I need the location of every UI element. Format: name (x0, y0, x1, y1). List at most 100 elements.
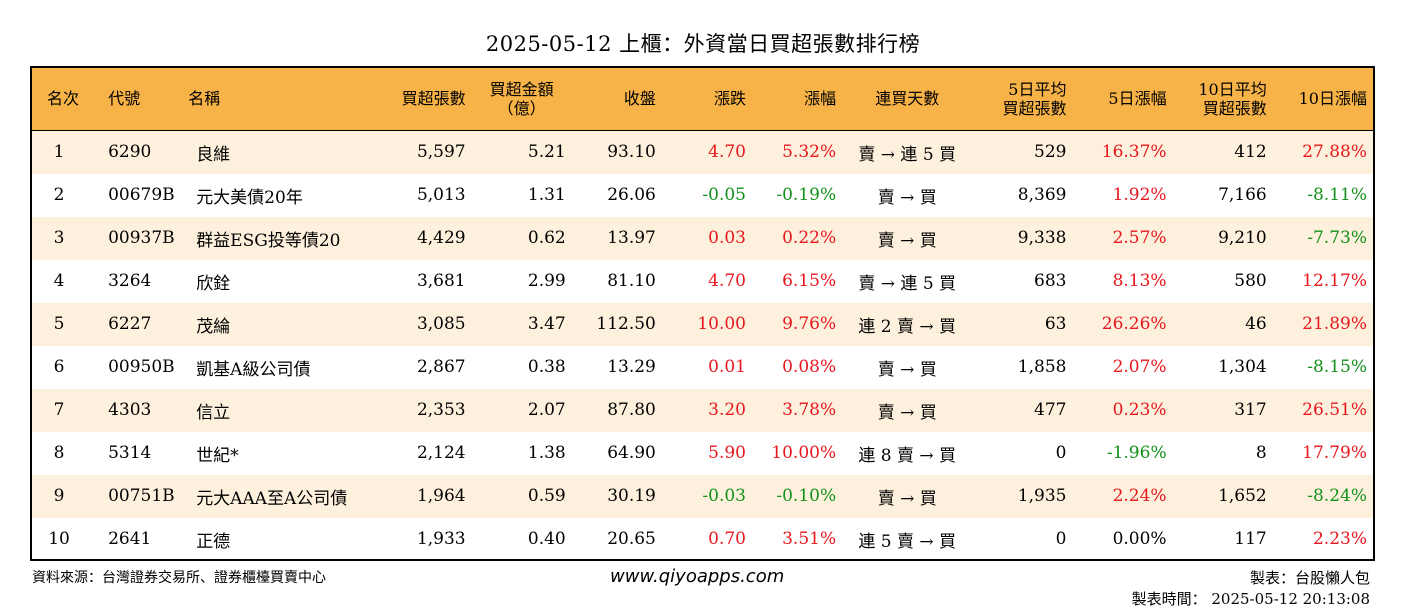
net-buy-cell: 2,353 (416, 400, 466, 420)
pct10-cell: 27.88% (1302, 142, 1367, 162)
amount-cell: 1.31 (527, 185, 566, 205)
pct-cell: 5.32% (782, 142, 837, 162)
pct5-cell: 16.37% (1101, 142, 1167, 162)
close-cell: 13.29 (607, 357, 656, 377)
header-change: 漲跌 (661, 68, 752, 131)
avg10-cell: 412 (1234, 142, 1267, 162)
website-link[interactable]: www.qiyoapps.com (610, 566, 785, 587)
close-cell: 20.65 (607, 529, 656, 549)
close-cell: 13.97 (607, 228, 656, 248)
table-row: 8 5314 世紀* 2,124 1.38 64.90 5.90 10.00% 連 8 賣 → … (32, 431, 1373, 475)
close-cell: 112.50 (596, 314, 656, 334)
pct5-cell: -1.96% (1106, 443, 1167, 463)
avg5-cell: 683 (1034, 271, 1067, 291)
code-cell: 6290 (108, 142, 152, 162)
name-cell: 正德 (196, 531, 231, 552)
avg5-cell: 477 (1034, 400, 1067, 420)
avg10-cell: 117 (1234, 529, 1267, 549)
pct10-cell: -8.15% (1307, 357, 1367, 377)
change-cell: 0.01 (708, 357, 746, 377)
made-time: 製表時間： 2025-05-12 20:13:08 (1131, 590, 1370, 608)
rank-cell: 1 (53, 142, 65, 162)
code-cell: 00751B (108, 486, 175, 506)
header-amount: 買超金額 （億） (471, 68, 572, 131)
amount-cell: 2.99 (527, 271, 566, 291)
rank-cell: 3 (53, 228, 65, 248)
streak-cell: 賣 → 買 (877, 402, 937, 423)
net-buy-cell: 1,964 (416, 486, 466, 506)
amount-cell: 1.38 (527, 443, 566, 463)
data-source: 資料來源：台灣證券交易所、證券櫃檯買賣中心 (32, 570, 326, 586)
net-buy-cell: 2,124 (416, 443, 466, 463)
avg10-cell: 9,210 (1218, 228, 1267, 248)
avg10-cell: 580 (1234, 271, 1267, 291)
avg10-cell: 7,166 (1218, 185, 1267, 205)
close-cell: 30.19 (607, 486, 656, 506)
avg5-cell: 0 (1055, 443, 1067, 463)
streak-cell: 賣 → 連 5 買 (858, 144, 957, 165)
code-cell: 6227 (108, 314, 152, 334)
code-cell: 00950B (108, 357, 175, 377)
header-pct: 漲幅 (752, 68, 843, 131)
table-header-row: 名次 代號 名稱 買超張數 買超金額 （億） 收盤 漲跌 漲幅 連買天數 5日平均 買超張數 5日漲… (32, 68, 1373, 131)
header-pct5: 5日漲幅 (1072, 68, 1173, 131)
pct-cell: 0.08% (782, 357, 837, 377)
table-row: 4 3264 欣銓 3,681 2.99 81.10 4.70 6.15% 賣 → 連 5 買 6… (32, 259, 1373, 303)
change-cell: -0.03 (702, 486, 746, 506)
net-buy-cell: 5,013 (416, 185, 466, 205)
name-cell: 信立 (196, 402, 231, 423)
pct5-cell: 8.13% (1112, 271, 1167, 291)
code-cell: 2641 (108, 529, 152, 549)
rank-cell: 5 (53, 314, 65, 334)
pct-cell: 3.51% (782, 529, 837, 549)
avg10-cell: 46 (1245, 314, 1267, 334)
amount-cell: 5.21 (527, 142, 566, 162)
pct10-cell: 2.23% (1312, 529, 1367, 549)
pct5-cell: 2.24% (1112, 486, 1167, 506)
avg5-cell: 0 (1055, 529, 1067, 549)
pct10-cell: 17.79% (1302, 443, 1367, 463)
streak-cell: 賣 → 買 (877, 488, 937, 509)
amount-cell: 0.40 (527, 529, 566, 549)
change-cell: -0.05 (702, 185, 746, 205)
streak-cell: 連 5 賣 → 買 (858, 531, 957, 552)
change-cell: 3.20 (708, 400, 746, 420)
change-cell: 4.70 (708, 142, 746, 162)
table-row: 1 6290 良維 5,597 5.21 93.10 4.70 5.32% 賣 → 連 5 買 5… (32, 130, 1373, 174)
code-cell: 5314 (108, 443, 152, 463)
code-cell: 3264 (108, 271, 152, 291)
change-cell: 4.70 (708, 271, 746, 291)
pct10-cell: 21.89% (1302, 314, 1367, 334)
pct-cell: 0.22% (782, 228, 837, 248)
pct5-cell: 1.92% (1112, 185, 1167, 205)
table-row: 6 00950B 凱基A級公司債 2,867 0.38 13.29 0.01 0.08% 賣 →… (32, 345, 1373, 389)
table-row: 9 00751B 元大AAA至A公司債 1,964 0.59 30.19 -0.03 -0.1… (32, 474, 1373, 518)
streak-cell: 連 2 賣 → 買 (858, 316, 957, 337)
change-cell: 5.90 (708, 443, 746, 463)
avg5-cell: 1,935 (1017, 486, 1067, 506)
header-avg5: 5日平均 買超張數 (972, 68, 1073, 131)
pct5-cell: 0.00% (1112, 529, 1167, 549)
header-net-buy: 買超張數 (379, 68, 472, 131)
rank-cell: 2 (53, 185, 65, 205)
net-buy-cell: 2,867 (416, 357, 466, 377)
rank-cell: 7 (53, 400, 65, 420)
table-row: 3 00937B 群益ESG投等債20 4,429 0.62 13.97 0.03 0.22%… (32, 216, 1373, 260)
streak-cell: 連 8 賣 → 買 (858, 445, 957, 466)
close-cell: 87.80 (607, 400, 656, 420)
streak-cell: 賣 → 買 (877, 187, 937, 208)
rank-cell: 9 (53, 486, 65, 506)
pct-cell: -0.19% (776, 185, 837, 205)
avg10-cell: 8 (1255, 443, 1267, 463)
net-buy-cell: 3,085 (416, 314, 466, 334)
pct-cell: -0.10% (776, 486, 837, 506)
pct10-cell: 26.51% (1302, 400, 1367, 420)
table-row: 5 6227 茂綸 3,085 3.47 112.50 10.00 9.76% 連 2 賣 → … (32, 302, 1373, 346)
ranking-table: 名次 代號 名稱 買超張數 買超金額 （億） 收盤 漲跌 漲幅 連買天數 5日平均 買超張數 5日漲… (30, 66, 1375, 561)
amount-cell: 0.38 (527, 357, 566, 377)
header-rank: 名次 (32, 68, 95, 131)
code-cell: 4303 (108, 400, 152, 420)
net-buy-cell: 5,597 (416, 142, 466, 162)
close-cell: 81.10 (607, 271, 656, 291)
avg10-cell: 1,652 (1218, 486, 1267, 506)
